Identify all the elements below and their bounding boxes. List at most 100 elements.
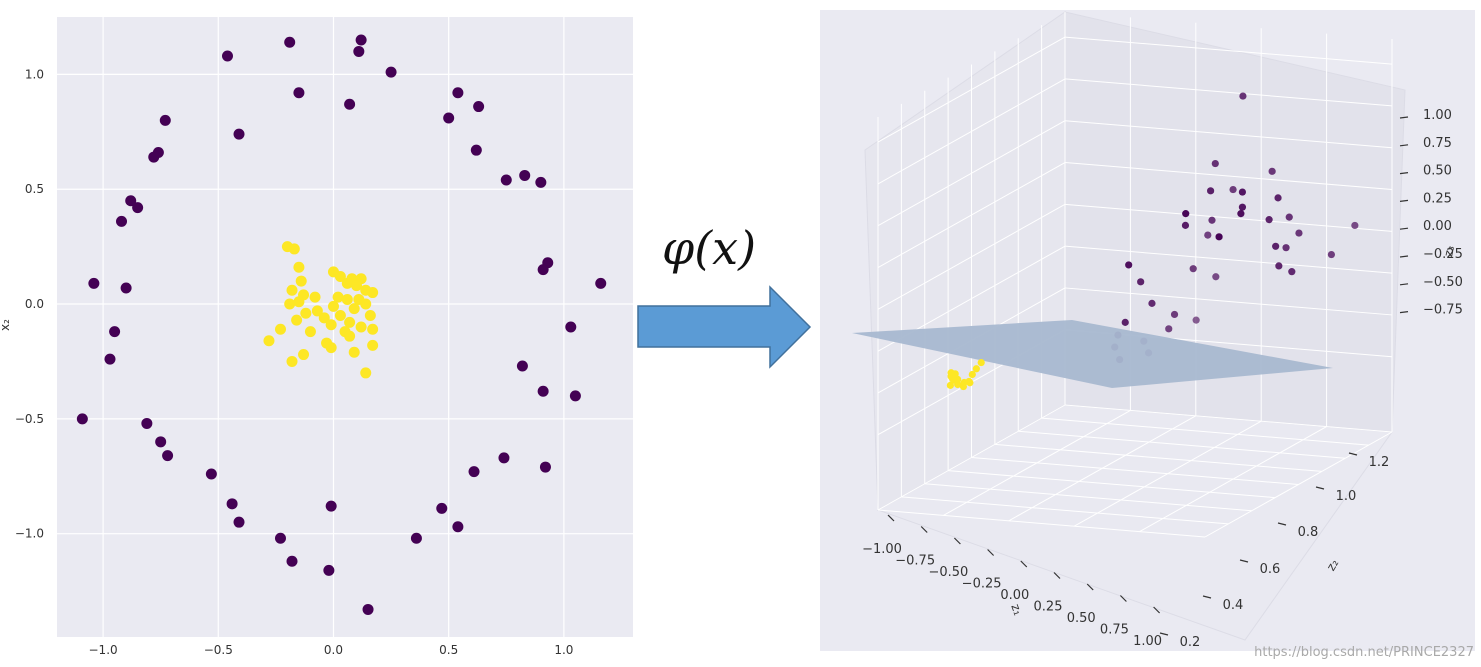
plot-2d-point-outer	[109, 326, 121, 338]
plot-3d-z-tick-label: 1.00	[1423, 108, 1452, 123]
plot-3d-gridline	[1041, 417, 1369, 446]
plot-3d-x-tick-mark	[1086, 583, 1094, 591]
plot-2d-point-outer	[410, 532, 422, 544]
plot-3d-point-outer	[1125, 261, 1133, 269]
plot-2d-point-inner	[318, 312, 330, 324]
plot-3d-point-outer	[1275, 262, 1283, 270]
plot-2d-point-outer	[537, 385, 549, 397]
plot-3d-y-tick-mark	[1315, 486, 1325, 490]
plot-2d-point-inner	[293, 261, 305, 273]
plot-3d-x-tick-mark	[887, 514, 895, 522]
plot-3d-point-outer	[1148, 299, 1156, 307]
plot-3d-gridline	[1018, 430, 1346, 459]
plot-3d-point-outer	[1181, 221, 1190, 229]
plot-3d-gridline	[1064, 287, 1393, 316]
plot-2d-x-tick-label: −0.5	[204, 643, 233, 657]
plot-2d-point-outer	[284, 36, 296, 48]
plot-2d-point-outer	[500, 174, 512, 186]
plot-3d-z-tick-mark	[1399, 311, 1409, 314]
plot-3d-x-axis-label: z₁	[1008, 602, 1025, 617]
plot-2d-point-outer	[293, 87, 305, 99]
plot-3d-gridline	[1064, 245, 1393, 274]
plot-2d-point-outer	[452, 521, 464, 533]
plot-3d-y-tick-mark	[1202, 595, 1212, 599]
plot-3d-gridline	[877, 509, 1206, 538]
plot-2d-point-outer	[569, 390, 581, 402]
plot-3d-point-outer	[1165, 325, 1173, 333]
plot-3d-point-outer	[1137, 278, 1145, 286]
plot-3d-point-outer	[1238, 188, 1247, 196]
plot-2d-point-outer	[470, 144, 482, 156]
plot-3d-point-outer	[1170, 310, 1179, 319]
plot-2d-point-outer	[132, 202, 144, 214]
plot-2d-point-outer	[443, 112, 455, 124]
plot-2d-point-inner	[304, 326, 316, 338]
plot-2d-point-inner	[263, 335, 275, 347]
plot-2d-point-outer	[539, 461, 551, 473]
plot-3d-point-outer	[1272, 242, 1280, 250]
plot-2d-y-tick-label: −1.0	[15, 527, 44, 541]
plot-2d-point-inner	[298, 349, 310, 361]
plot-2d-point-outer	[344, 98, 356, 110]
plot-2d-x-ticks: −1.0 −0.5 0.0 0.5 1.0	[89, 643, 574, 657]
plot-2d-point-inner	[351, 280, 363, 292]
plot-2d-point-inner	[286, 355, 298, 367]
plot-2d-point-outer	[155, 436, 167, 448]
plot-3d-gridline	[1139, 426, 1327, 533]
plot-2d-point-outer	[436, 502, 448, 514]
plot-3d-gridline	[971, 457, 1299, 485]
plot-3d-gridline	[943, 409, 1131, 516]
plot-2d-point-inner	[344, 316, 356, 328]
plot-3d-x-tick-mark	[1020, 560, 1028, 568]
plot-3d-gridline	[1008, 415, 1197, 522]
plot-3d-point-outer	[1274, 194, 1282, 202]
plot-3d-gridline	[1064, 78, 1393, 107]
plot-3d-point-outer	[1207, 187, 1215, 195]
plot-2d-point-outer	[353, 45, 365, 57]
plot-3d-z-tick-mark	[1399, 283, 1409, 286]
transform-label: φ(x)	[662, 221, 756, 275]
plot-2d-point-outer	[125, 195, 137, 207]
plot-3d-x-tick-label: 0.75	[1100, 623, 1129, 638]
plot-2d-point-outer	[205, 468, 217, 480]
plot-2d-point-inner	[334, 270, 346, 282]
plot-3d-y-ticks: 0.2 0.4 0.6 0.8 1.0 1.2	[1159, 452, 1389, 650]
plot-2d-point-outer	[76, 413, 88, 425]
plot-3d-point-inner	[977, 358, 985, 367]
plot-3d-gridline	[924, 483, 1252, 512]
plot-3d-y-tick-label: 0.6	[1260, 562, 1281, 577]
plot-3d-point-outer	[1121, 318, 1129, 326]
plot-3d-point-outer	[1238, 203, 1247, 211]
plot-3d-x-tick-label: 0.00	[1000, 588, 1029, 603]
plot-2d-point-inner	[341, 293, 353, 305]
separating-plane	[852, 320, 1333, 388]
plot-2d-point-outer	[325, 500, 337, 512]
plot-2d-x-tick-label: −1.0	[89, 643, 118, 657]
plot-2d-point-outer	[385, 66, 397, 78]
plot-3d-z-tick-mark	[1399, 255, 1409, 258]
plot-3d-x-ticks: −1.00−0.75−0.50−0.250.00 0.25 0.50 0.75 1.00	[862, 514, 1162, 649]
plot-3d-z-tick-mark	[1399, 144, 1409, 147]
plot-3d-point-inner	[946, 381, 954, 389]
plot-3d-outer-points	[1111, 92, 1359, 364]
plot-3d-point-outer	[1268, 167, 1276, 175]
plot-3d-gridline	[877, 36, 1066, 143]
plot-2d-point-inner	[348, 303, 360, 315]
plot-3d-point-outer	[1192, 316, 1200, 324]
plot-2d-point-inner	[293, 296, 305, 308]
plot-2d-point-outer	[565, 321, 577, 333]
plot-3d-y-tick-mark	[1239, 559, 1249, 563]
plot-2d-point-outer	[120, 282, 132, 294]
plot-3d-gridline	[1064, 162, 1393, 191]
plot-2d-y-ticks: 1.0 0.5 0.0 −0.5 −1.0	[15, 67, 44, 540]
plot-2d-point-outer	[535, 176, 547, 188]
plot-3d-x-tick-mark	[1119, 595, 1127, 602]
plot-3d-point-outer	[1288, 268, 1296, 276]
plot-3d-y-tick-mark	[1159, 632, 1169, 636]
plot-3d-x-tick-mark	[987, 549, 995, 556]
plot-2d-point-outer	[595, 277, 607, 289]
plot-3d-point-inner	[960, 378, 968, 387]
plot-3d-x-tick-label: −0.50	[928, 565, 968, 580]
plot-3d-z-tick-label: 0.00	[1423, 219, 1452, 234]
plot-2d-point-outer	[104, 353, 116, 365]
